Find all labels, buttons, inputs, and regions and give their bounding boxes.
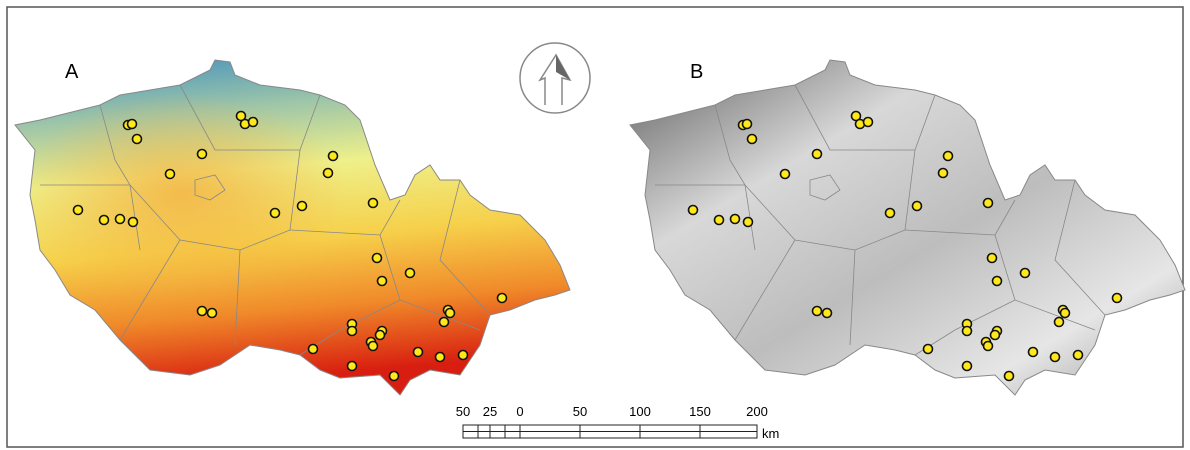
site-point: [249, 118, 258, 127]
scale-label: 50: [573, 404, 587, 419]
site-point: [1021, 269, 1030, 278]
site-point: [378, 277, 387, 286]
site-point: [324, 169, 333, 178]
site-point: [369, 199, 378, 208]
site-point: [348, 327, 357, 336]
site-point: [128, 120, 137, 129]
site-point: [924, 345, 933, 354]
figure: A B 50 25 0 50 100 150 200 km: [0, 0, 1190, 450]
site-point: [100, 216, 109, 225]
site-point: [939, 169, 948, 178]
site-point: [715, 216, 724, 225]
map-panel-a: [15, 60, 570, 395]
site-point: [1055, 318, 1064, 327]
site-point: [744, 218, 753, 227]
site-point: [813, 150, 822, 159]
site-point: [348, 362, 357, 371]
site-point: [414, 348, 423, 357]
site-point: [440, 318, 449, 327]
site-point: [390, 372, 399, 381]
site-point: [198, 307, 207, 316]
scale-label: 100: [629, 404, 651, 419]
site-point: [198, 150, 207, 159]
site-point: [406, 269, 415, 278]
site-point: [373, 254, 382, 263]
site-point: [329, 152, 338, 161]
site-point: [1061, 309, 1070, 318]
site-point: [743, 120, 752, 129]
map-panel-b: [630, 60, 1185, 395]
site-point: [731, 215, 740, 224]
site-point: [913, 202, 922, 211]
site-point: [1005, 372, 1014, 381]
site-point: [993, 277, 1002, 286]
site-point: [748, 135, 757, 144]
site-point: [74, 206, 83, 215]
site-point: [689, 206, 698, 215]
site-point: [1029, 348, 1038, 357]
site-point: [813, 307, 822, 316]
north-arrow: [520, 43, 590, 113]
site-point: [459, 351, 468, 360]
site-point: [116, 215, 125, 224]
country-shape: [630, 60, 1185, 395]
site-point: [864, 118, 873, 127]
site-point: [823, 309, 832, 318]
site-point: [298, 202, 307, 211]
site-point: [781, 170, 790, 179]
site-point: [166, 170, 175, 179]
site-point: [984, 199, 993, 208]
site-point: [446, 309, 455, 318]
panel-label: A: [65, 61, 79, 83]
site-point: [988, 254, 997, 263]
scale-unit: km: [762, 426, 779, 441]
scale-label: 200: [746, 404, 768, 419]
scale-label: 150: [689, 404, 711, 419]
scale-label: 25: [483, 404, 497, 419]
site-point: [498, 294, 507, 303]
site-point: [1074, 351, 1083, 360]
site-point: [963, 362, 972, 371]
site-point: [436, 353, 445, 362]
scale-label: 0: [516, 404, 523, 419]
site-point: [369, 342, 378, 351]
scale-bar: 50 25 0 50 100 150 200 km: [456, 404, 780, 441]
site-point: [309, 345, 318, 354]
site-point: [991, 331, 1000, 340]
panel-label: B: [690, 61, 703, 83]
site-point: [133, 135, 142, 144]
site-point: [963, 327, 972, 336]
site-point: [1051, 353, 1060, 362]
site-point: [271, 209, 280, 218]
site-point: [208, 309, 217, 318]
site-point: [886, 209, 895, 218]
site-point: [376, 331, 385, 340]
heat-area: [15, 60, 570, 395]
site-point: [129, 218, 138, 227]
site-point: [1113, 294, 1122, 303]
scale-label: 50: [456, 404, 470, 419]
site-point: [944, 152, 953, 161]
site-point: [984, 342, 993, 351]
